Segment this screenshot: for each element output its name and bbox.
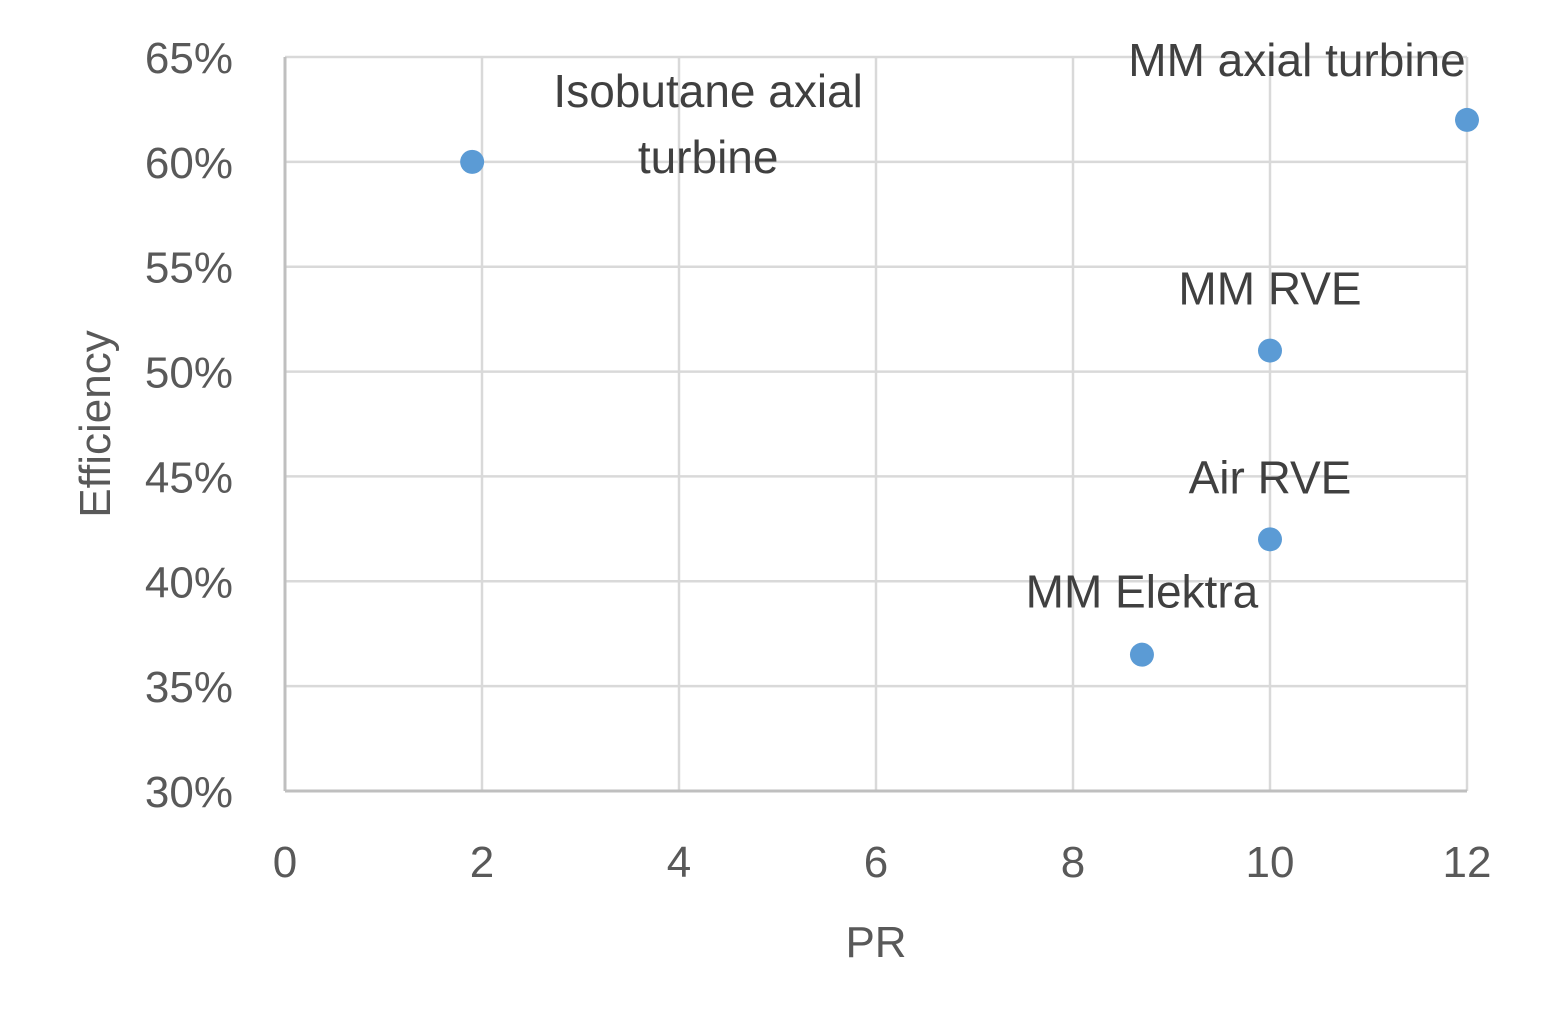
data-point (1258, 527, 1282, 552)
x-tick-label: 2 (470, 838, 494, 887)
y-tick-label: 45% (145, 453, 233, 502)
x-tick-label: 10 (1246, 838, 1295, 887)
y-tick-label: 65% (145, 34, 233, 83)
data-labels: Isobutane axial turbine MM axial turbine MM… (553, 34, 1465, 618)
data-label: Isobutane axial (553, 65, 862, 117)
x-tick-label: 6 (864, 838, 888, 887)
data-label: turbine (638, 131, 779, 183)
data-point (1455, 107, 1479, 132)
y-tick-label: 40% (145, 558, 233, 607)
data-point (1258, 338, 1282, 363)
data-point (460, 149, 485, 174)
x-tick-label: 8 (1061, 838, 1085, 887)
x-axis-title: PR (845, 918, 906, 967)
y-tick-label: 50% (145, 349, 233, 398)
tick-labels: 30% 35% 40% 45% 50% 55% 60% 65% 0 2 4 6 8 10 12 (145, 34, 1492, 887)
x-tick-label: 0 (273, 838, 297, 887)
axes (283, 57, 1467, 793)
data-point (1129, 642, 1154, 667)
data-label: Air RVE (1189, 451, 1352, 503)
y-axis-title: Efficiency (71, 330, 120, 518)
y-tick-label: 35% (145, 663, 233, 712)
y-tick-label: 60% (145, 139, 233, 188)
y-tick-label: 55% (145, 244, 233, 293)
data-points (460, 107, 1479, 667)
x-tick-label: 12 (1443, 838, 1492, 887)
y-tick-label: 30% (145, 768, 233, 817)
data-label: MM RVE (1178, 263, 1361, 315)
x-tick-label: 4 (667, 838, 691, 887)
data-label: MM axial turbine (1128, 34, 1465, 86)
data-label: MM Elektra (1026, 566, 1259, 618)
